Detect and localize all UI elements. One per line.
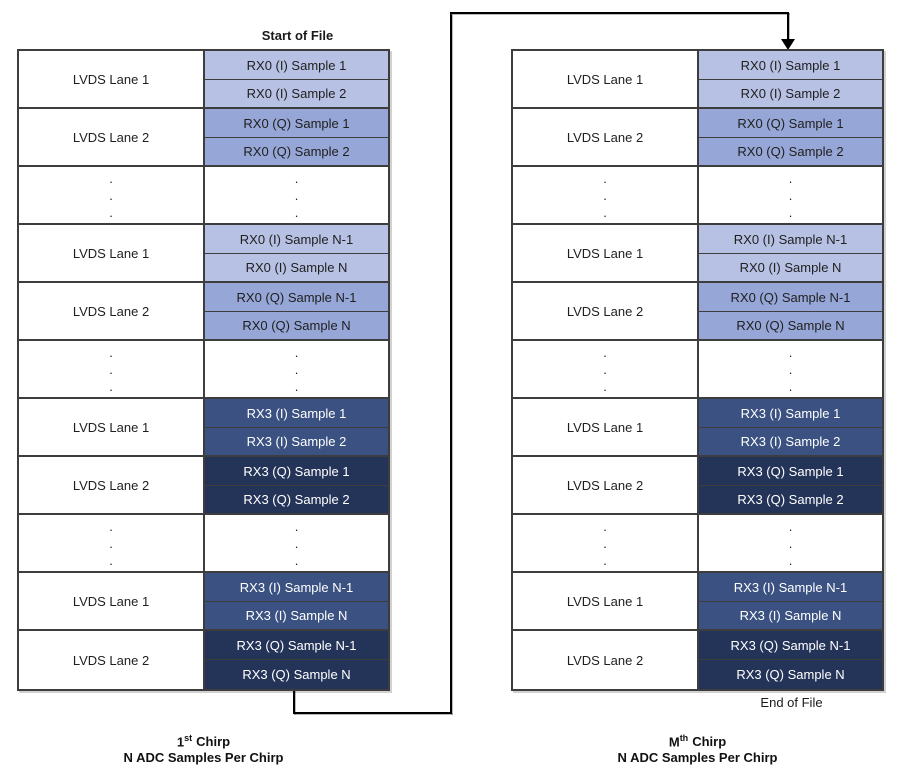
lane-ellipsis-cell: ... bbox=[19, 515, 203, 573]
lane-ellipsis-cell: ... bbox=[513, 167, 697, 225]
sample-column: RX0 (I) Sample 1 RX0 (I) Sample 2 RX0 (Q) … bbox=[205, 51, 388, 689]
sample-ellipsis-cell: ... bbox=[205, 341, 388, 399]
sample-ellipsis-cell: ... bbox=[205, 167, 388, 225]
sample-cell: RX3 (Q) Sample 2 bbox=[699, 486, 882, 515]
lvds-lane-cell: LVDS Lane 2 bbox=[513, 109, 697, 167]
lvds-lane-cell: LVDS Lane 1 bbox=[513, 573, 697, 631]
sample-cell: RX3 (I) Sample N-1 bbox=[699, 573, 882, 602]
chirp-ordinal-line: Mth Chirp bbox=[668, 733, 727, 750]
sample-cell: RX3 (I) Sample 1 bbox=[699, 399, 882, 428]
samples-per-chirp-label: N ADC Samples Per Chirp bbox=[123, 750, 284, 766]
sample-cell: RX0 (Q) Sample 1 bbox=[205, 109, 388, 138]
sample-cell: RX0 (I) Sample 2 bbox=[699, 80, 882, 109]
lvds-lane-cell: LVDS Lane 1 bbox=[513, 51, 697, 109]
sample-cell: RX3 (Q) Sample N-1 bbox=[205, 631, 388, 660]
connector-segment bbox=[293, 712, 452, 714]
sample-cell: RX3 (I) Sample 1 bbox=[205, 399, 388, 428]
connector-segment bbox=[450, 12, 789, 14]
lane-ellipsis-cell: ... bbox=[19, 167, 203, 225]
chirp-ordinal-line: 1st Chirp bbox=[176, 733, 231, 750]
sample-cell: RX3 (I) Sample N bbox=[699, 602, 882, 631]
lvds-lane-cell: LVDS Lane 1 bbox=[19, 225, 203, 283]
arrow-down-icon bbox=[781, 39, 795, 50]
chirp-m-table: LVDS Lane 1 LVDS Lane 2... LVDS Lane 1 LVDS… bbox=[511, 49, 884, 691]
lane-column: LVDS Lane 1 LVDS Lane 2... LVDS Lane 1 LVDS… bbox=[513, 51, 699, 689]
lane-ellipsis-cell: ... bbox=[513, 515, 697, 573]
sample-cell: RX3 (Q) Sample N bbox=[699, 660, 882, 689]
sample-cell: RX0 (I) Sample 1 bbox=[205, 51, 388, 80]
chirp-m-caption: Mth Chirp N ADC Samples Per Chirp bbox=[511, 730, 884, 766]
sample-cell: RX3 (Q) Sample 1 bbox=[205, 457, 388, 486]
sample-cell: RX3 (I) Sample 2 bbox=[699, 428, 882, 457]
sample-cell: RX0 (Q) Sample 2 bbox=[699, 138, 882, 167]
lvds-lane-cell: LVDS Lane 1 bbox=[19, 573, 203, 631]
lvds-lane-cell: LVDS Lane 1 bbox=[513, 225, 697, 283]
sample-cell: RX0 (Q) Sample N bbox=[699, 312, 882, 341]
lvds-lane-cell: LVDS Lane 1 bbox=[19, 399, 203, 457]
lane-ellipsis-cell: ... bbox=[513, 341, 697, 399]
lane-ellipsis-cell: ... bbox=[19, 341, 203, 399]
connector-segment bbox=[293, 689, 295, 714]
chirp-1-caption: 1st Chirp N ADC Samples Per Chirp bbox=[17, 730, 390, 766]
end-of-file-label: End of File bbox=[760, 695, 823, 710]
sample-cell: RX3 (Q) Sample N-1 bbox=[699, 631, 882, 660]
lvds-lane-cell: LVDS Lane 2 bbox=[19, 457, 203, 515]
sample-cell: RX3 (Q) Sample 2 bbox=[205, 486, 388, 515]
lvds-lane-cell: LVDS Lane 1 bbox=[513, 399, 697, 457]
sample-cell: RX3 (I) Sample N bbox=[205, 602, 388, 631]
sample-cell: RX0 (I) Sample N bbox=[205, 254, 388, 283]
sample-cell: RX0 (I) Sample N bbox=[699, 254, 882, 283]
sample-ellipsis-cell: ... bbox=[205, 515, 388, 573]
sample-cell: RX0 (Q) Sample N-1 bbox=[205, 283, 388, 312]
lane-column: LVDS Lane 1 LVDS Lane 2... LVDS Lane 1 LVDS… bbox=[19, 51, 205, 689]
connector-segment bbox=[787, 12, 789, 41]
sample-cell: RX0 (I) Sample 1 bbox=[699, 51, 882, 80]
lvds-lane-cell: LVDS Lane 2 bbox=[513, 457, 697, 515]
chirp-1-table: LVDS Lane 1 LVDS Lane 2... LVDS Lane 1 LVDS… bbox=[17, 49, 390, 691]
sample-ellipsis-cell: ... bbox=[699, 341, 882, 399]
samples-per-chirp-label: N ADC Samples Per Chirp bbox=[617, 750, 778, 766]
sample-cell: RX0 (I) Sample 2 bbox=[205, 80, 388, 109]
lvds-lane-cell: LVDS Lane 2 bbox=[19, 109, 203, 167]
lvds-lane-cell: LVDS Lane 1 bbox=[19, 51, 203, 109]
sample-cell: RX3 (I) Sample N-1 bbox=[205, 573, 388, 602]
sample-ellipsis-cell: ... bbox=[699, 515, 882, 573]
sample-cell: RX3 (Q) Sample 1 bbox=[699, 457, 882, 486]
sample-column: RX0 (I) Sample 1 RX0 (I) Sample 2 RX0 (Q) … bbox=[699, 51, 882, 689]
lvds-lane-cell: LVDS Lane 2 bbox=[513, 631, 697, 689]
sample-cell: RX3 (I) Sample 2 bbox=[205, 428, 388, 457]
sample-cell: RX0 (Q) Sample N-1 bbox=[699, 283, 882, 312]
sample-cell: RX0 (Q) Sample 2 bbox=[205, 138, 388, 167]
lvds-lane-cell: LVDS Lane 2 bbox=[19, 283, 203, 341]
lvds-lane-cell: LVDS Lane 2 bbox=[19, 631, 203, 689]
connector-segment bbox=[450, 12, 452, 714]
sample-ellipsis-cell: ... bbox=[699, 167, 882, 225]
sample-cell: RX0 (I) Sample N-1 bbox=[205, 225, 388, 254]
sample-cell: RX0 (I) Sample N-1 bbox=[699, 225, 882, 254]
sample-cell: RX0 (Q) Sample 1 bbox=[699, 109, 882, 138]
sample-cell: RX0 (Q) Sample N bbox=[205, 312, 388, 341]
sample-cell: RX3 (Q) Sample N bbox=[205, 660, 388, 689]
lvds-lane-cell: LVDS Lane 2 bbox=[513, 283, 697, 341]
start-of-file-label: Start of File bbox=[261, 28, 334, 43]
